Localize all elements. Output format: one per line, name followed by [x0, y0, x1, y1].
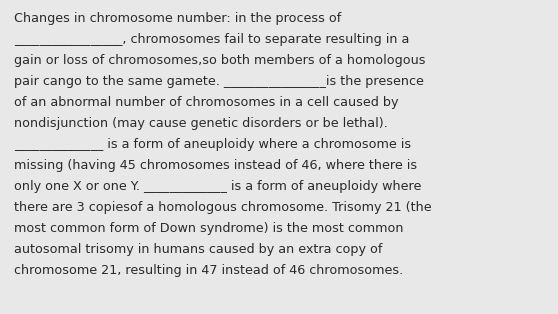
Text: missing (having 45 chromosomes instead of 46, where there is: missing (having 45 chromosomes instead o… — [14, 159, 417, 172]
Text: autosomal trisomy in humans caused by an extra copy of: autosomal trisomy in humans caused by an… — [14, 243, 382, 256]
Text: there are 3 copiesof a homologous chromosome. Trisomy 21 (the: there are 3 copiesof a homologous chromo… — [14, 201, 432, 214]
Text: only one X or one Y. _____________ is a form of aneuploidy where: only one X or one Y. _____________ is a … — [14, 180, 421, 193]
Text: nondisjunction (may cause genetic disorders or be lethal).: nondisjunction (may cause genetic disord… — [14, 117, 388, 130]
Text: pair cango to the same gamete. ________________is the presence: pair cango to the same gamete. _________… — [14, 75, 424, 88]
Text: chromosome 21, resulting in 47 instead of 46 chromosomes.: chromosome 21, resulting in 47 instead o… — [14, 264, 403, 277]
Text: _________________, chromosomes fail to separate resulting in a: _________________, chromosomes fail to s… — [14, 33, 410, 46]
Text: gain or loss of chromosomes,so both members of a homologous: gain or loss of chromosomes,so both memb… — [14, 54, 426, 67]
Text: Changes in chromosome number: in the process of: Changes in chromosome number: in the pro… — [14, 12, 341, 25]
Text: ______________ is a form of aneuploidy where a chromosome is: ______________ is a form of aneuploidy w… — [14, 138, 411, 151]
Text: of an abnormal number of chromosomes in a cell caused by: of an abnormal number of chromosomes in … — [14, 96, 398, 109]
Text: most common form of Down syndrome) is the most common: most common form of Down syndrome) is th… — [14, 222, 403, 235]
